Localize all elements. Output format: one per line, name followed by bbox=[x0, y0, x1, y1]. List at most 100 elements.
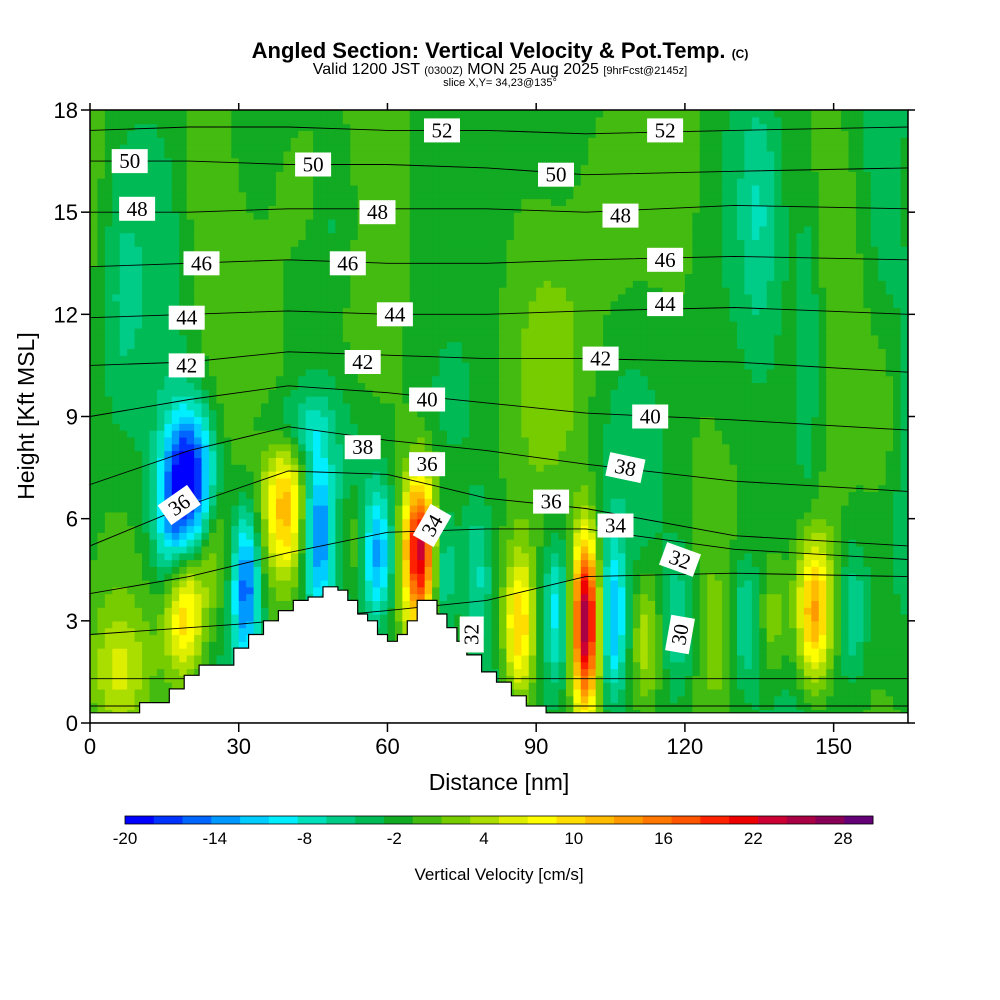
velocity-cell bbox=[313, 579, 322, 588]
velocity-cell bbox=[655, 539, 664, 547]
velocity-cell bbox=[684, 614, 693, 622]
velocity-cell bbox=[736, 450, 745, 458]
velocity-cell bbox=[528, 545, 537, 554]
velocity-cell bbox=[647, 457, 656, 465]
velocity-cell bbox=[149, 443, 158, 452]
velocity-cell bbox=[870, 648, 879, 656]
velocity-cell bbox=[551, 545, 560, 554]
velocity-cell bbox=[729, 695, 738, 704]
velocity-cell bbox=[833, 423, 842, 431]
velocity-cell bbox=[350, 525, 359, 533]
velocity-cell bbox=[692, 464, 701, 472]
velocity-cell bbox=[714, 688, 723, 697]
velocity-cell bbox=[149, 539, 158, 547]
velocity-cell bbox=[216, 409, 225, 418]
velocity-cell bbox=[751, 505, 760, 513]
velocity-cell bbox=[811, 634, 820, 642]
velocity-cell bbox=[677, 484, 686, 493]
velocity-cell bbox=[707, 695, 716, 704]
velocity-cell bbox=[863, 416, 872, 424]
velocity-cell bbox=[208, 539, 218, 547]
velocity-cell bbox=[655, 436, 664, 445]
velocity-cell bbox=[818, 423, 827, 431]
velocity-cell bbox=[402, 430, 411, 438]
velocity-cell bbox=[677, 505, 686, 513]
velocity-cell bbox=[313, 518, 322, 527]
velocity-cell bbox=[870, 641, 879, 649]
velocity-cell bbox=[216, 498, 225, 506]
velocity-cell bbox=[313, 525, 322, 533]
velocity-cell bbox=[446, 436, 455, 445]
velocity-cell bbox=[803, 416, 812, 424]
velocity-cell bbox=[670, 518, 679, 527]
velocity-cell bbox=[127, 423, 136, 431]
velocity-cell bbox=[491, 600, 500, 608]
velocity-cell bbox=[833, 532, 842, 540]
velocity-cell bbox=[870, 491, 879, 499]
velocity-cell bbox=[127, 668, 136, 676]
velocity-cell bbox=[484, 457, 493, 465]
velocity-cell bbox=[97, 477, 106, 486]
velocity-cell bbox=[350, 579, 359, 588]
velocity-cell bbox=[446, 566, 455, 574]
velocity-cell bbox=[684, 593, 693, 601]
velocity-cell bbox=[313, 539, 322, 547]
velocity-cell bbox=[751, 620, 760, 629]
velocity-cell bbox=[439, 423, 448, 431]
velocity-cell bbox=[647, 654, 656, 663]
velocity-cell bbox=[729, 539, 738, 547]
velocity-cell bbox=[134, 532, 143, 540]
velocity-cell bbox=[268, 593, 277, 601]
velocity-cell bbox=[744, 695, 753, 704]
velocity-cell bbox=[580, 620, 589, 629]
velocity-cell bbox=[855, 518, 864, 527]
velocity-cell bbox=[640, 634, 649, 642]
velocity-cell bbox=[662, 695, 671, 704]
velocity-cell bbox=[513, 600, 522, 608]
velocity-cell bbox=[841, 682, 850, 690]
velocity-cell bbox=[216, 511, 225, 520]
velocity-cell bbox=[104, 614, 113, 622]
velocity-cell bbox=[484, 416, 493, 424]
velocity-cell bbox=[558, 573, 567, 581]
velocity-cell bbox=[402, 470, 411, 479]
velocity-cell bbox=[305, 511, 314, 520]
velocity-cell bbox=[841, 579, 850, 588]
velocity-cell bbox=[796, 525, 805, 533]
velocity-cell bbox=[320, 470, 329, 479]
velocity-cell bbox=[134, 641, 143, 649]
velocity-cell bbox=[536, 688, 545, 697]
velocity-cell bbox=[499, 436, 508, 445]
velocity-cell bbox=[707, 668, 716, 676]
velocity-cell bbox=[261, 498, 270, 506]
velocity-cell bbox=[811, 423, 820, 431]
velocity-cell bbox=[275, 545, 284, 554]
velocity-cell bbox=[194, 477, 203, 486]
velocity-cell bbox=[528, 511, 537, 520]
velocity-cell bbox=[350, 464, 359, 472]
velocity-cell bbox=[766, 477, 775, 486]
velocity-cell bbox=[900, 661, 908, 670]
velocity-cell bbox=[610, 648, 619, 656]
velocity-cell bbox=[595, 436, 604, 445]
velocity-cell bbox=[298, 505, 307, 513]
velocity-cell bbox=[446, 525, 455, 533]
velocity-cell bbox=[885, 477, 894, 486]
velocity-cell bbox=[201, 559, 210, 567]
velocity-cell bbox=[357, 573, 366, 581]
velocity-cell bbox=[298, 539, 307, 547]
velocity-cell bbox=[736, 566, 745, 574]
velocity-cell bbox=[394, 470, 403, 479]
velocity-cell bbox=[179, 532, 188, 540]
velocity-cell bbox=[573, 620, 582, 629]
velocity-cell bbox=[372, 409, 381, 418]
velocity-cell bbox=[707, 552, 716, 561]
velocity-cell bbox=[811, 532, 820, 540]
velocity-cell bbox=[796, 682, 805, 690]
velocity-cell bbox=[558, 539, 567, 547]
velocity-cell bbox=[811, 586, 820, 595]
velocity-cell bbox=[774, 430, 783, 438]
velocity-cell bbox=[446, 430, 455, 438]
velocity-cell bbox=[439, 443, 448, 452]
velocity-cell bbox=[543, 416, 552, 424]
